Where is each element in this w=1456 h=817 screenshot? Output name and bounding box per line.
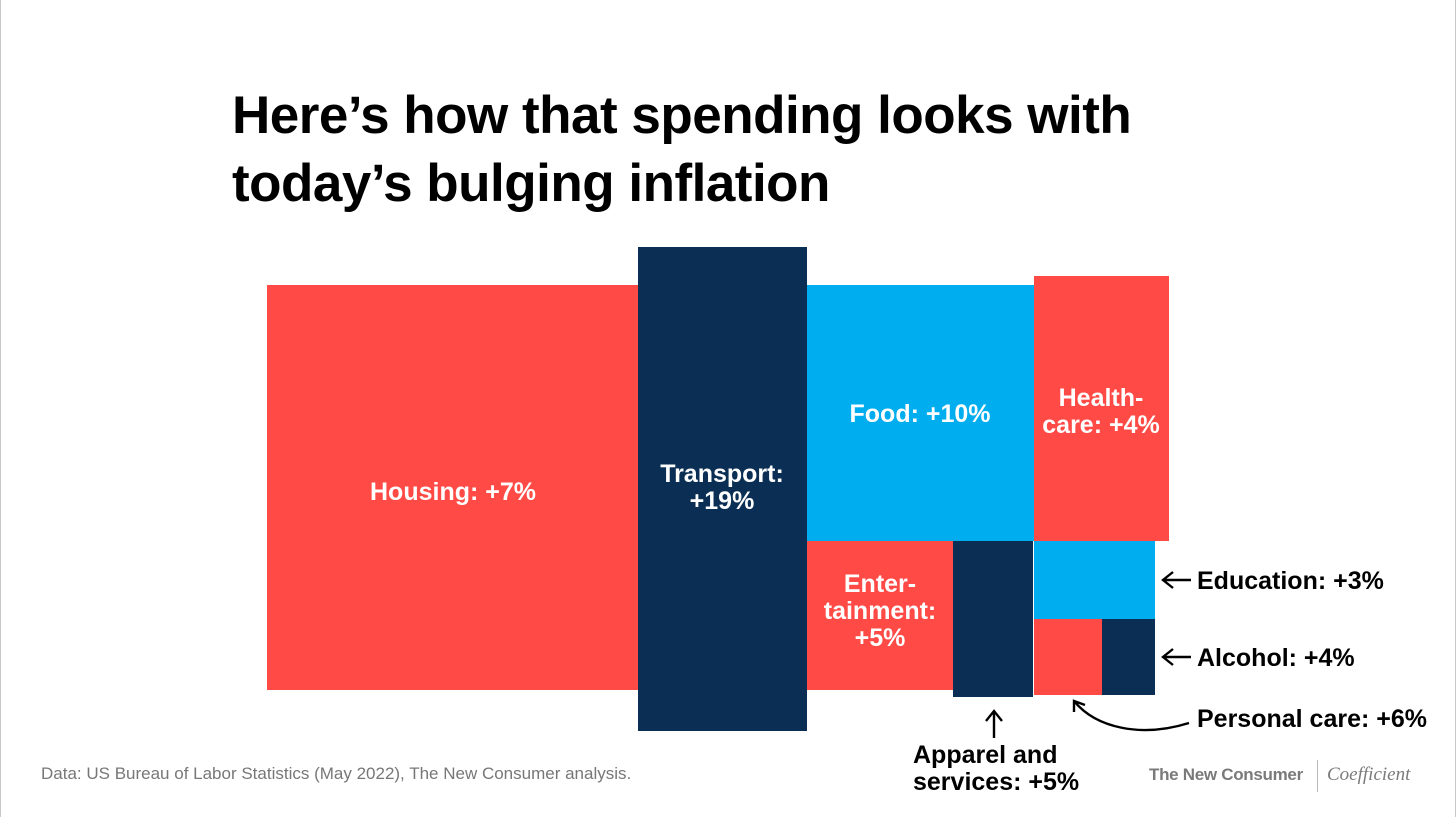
chart-title: Here’s how that spending looks with toda… bbox=[232, 82, 1232, 218]
label-personal-care: Personal care: +6% bbox=[1197, 705, 1427, 733]
publisher-logo: The New Consumer bbox=[1149, 765, 1303, 784]
partner-logo: Coefficient bbox=[1327, 764, 1411, 785]
tile-food bbox=[807, 285, 1034, 541]
chart-title-line-2: today’s bulging inflation bbox=[232, 154, 830, 213]
tile-apparel-and-services bbox=[953, 541, 1033, 697]
label-alcohol: Alcohol: +4% bbox=[1197, 644, 1355, 672]
arrow-apparel bbox=[985, 709, 1003, 738]
chart-title-line-1: Here’s how that spending looks with bbox=[232, 86, 1132, 145]
arrow-personal-care bbox=[1072, 699, 1190, 732]
label-housing: Housing: +7% bbox=[370, 478, 536, 506]
arrow-education bbox=[1161, 571, 1191, 589]
label-apparel-and-services: Apparel and services: +5% bbox=[913, 741, 1079, 796]
logo-divider bbox=[1317, 760, 1318, 792]
source-note: Data: US Bureau of Labor Statistics (May… bbox=[41, 764, 632, 783]
tile-healthcare bbox=[1034, 276, 1169, 541]
arrow-alcohol bbox=[1161, 648, 1191, 666]
tile-personal-care bbox=[1034, 619, 1102, 695]
tile-alcohol bbox=[1102, 619, 1155, 695]
tile-education bbox=[1034, 541, 1155, 619]
tile-transport bbox=[638, 247, 807, 731]
label-entertainment: Enter-tainment: +5% bbox=[824, 570, 937, 652]
callout-arrows bbox=[985, 571, 1191, 738]
treemap-labels: Housing: +7% Transport: +19% Food: +10% Heal… bbox=[370, 384, 1427, 796]
label-education: Education: +3% bbox=[1197, 567, 1384, 595]
label-healthcare: Health-care: +4% bbox=[1042, 384, 1159, 439]
tile-entertainment bbox=[807, 541, 953, 690]
tile-housing bbox=[267, 285, 638, 690]
treemap-tiles bbox=[267, 247, 1169, 731]
label-transport: Transport: +19% bbox=[660, 460, 784, 515]
label-food: Food: +10% bbox=[850, 400, 991, 428]
